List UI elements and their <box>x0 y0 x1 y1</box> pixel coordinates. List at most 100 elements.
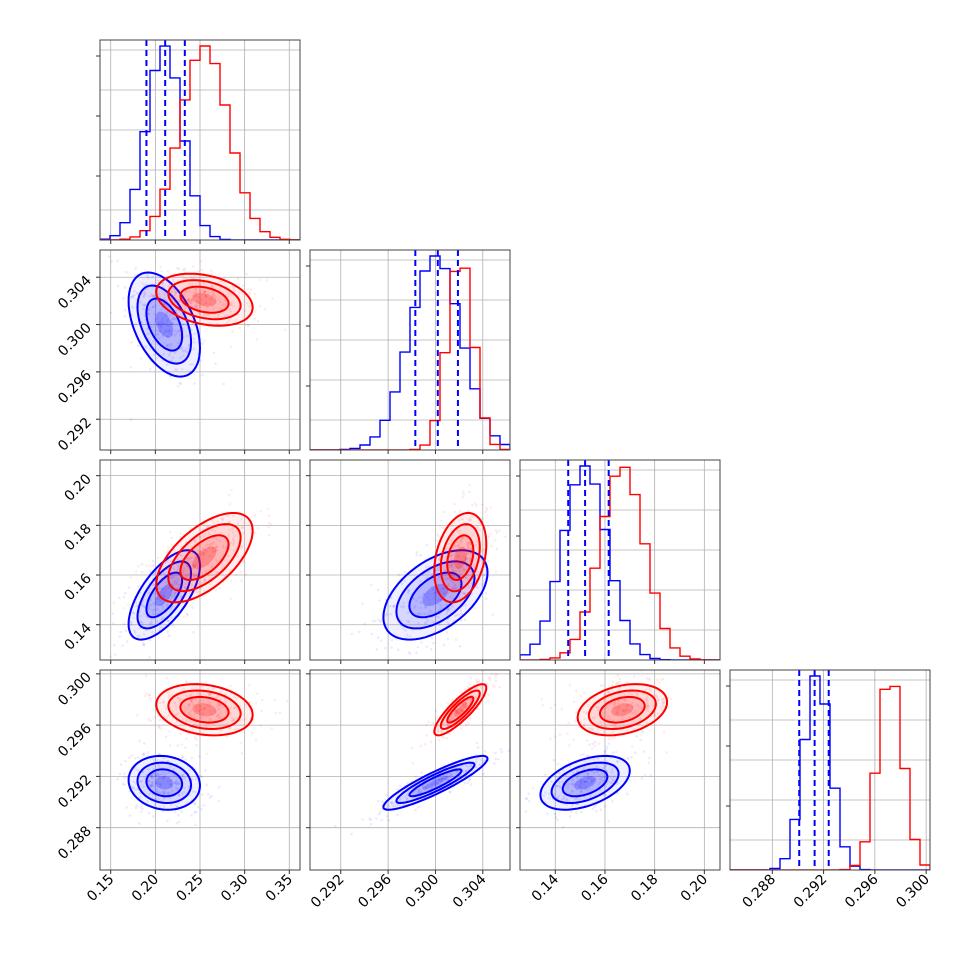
scatter-point <box>232 304 236 308</box>
scatter-point <box>194 590 198 594</box>
scatter-point <box>231 330 234 334</box>
scatter-point <box>389 612 393 616</box>
scatter-point <box>176 566 179 569</box>
scatter-point <box>208 693 211 696</box>
scatter-point <box>165 716 169 720</box>
scatter-point <box>190 756 194 760</box>
scatter-point <box>193 802 196 805</box>
scatter-point <box>145 692 149 696</box>
panel-frame <box>309 459 511 661</box>
scatter-point <box>487 535 490 538</box>
scatter-point <box>427 619 430 622</box>
scatter-point <box>164 314 168 318</box>
scatter-point <box>443 777 447 780</box>
scatter-point <box>194 575 197 579</box>
scatter-point <box>593 740 597 744</box>
scatter-point <box>440 730 443 733</box>
scatter-point <box>183 267 186 271</box>
scatter-point <box>176 385 180 388</box>
scatter-point <box>462 568 465 572</box>
scatter-point <box>185 347 189 350</box>
scatter-point <box>229 706 233 709</box>
scatter-point <box>176 696 179 700</box>
scatter-point <box>164 289 167 292</box>
scatter-point <box>134 601 138 604</box>
scatter-point <box>476 680 480 684</box>
scatter-point <box>155 785 159 788</box>
scatter-point <box>152 715 156 719</box>
scatter-point <box>147 767 150 771</box>
scatter-point <box>464 706 467 709</box>
scatter-point <box>154 781 158 785</box>
scatter-point <box>661 701 665 705</box>
scatter-point <box>169 783 172 786</box>
scatter-point <box>525 797 528 800</box>
scatter-point <box>586 711 589 714</box>
scatter-point <box>168 346 172 349</box>
scatter-point <box>423 622 427 625</box>
scatter-point <box>138 739 141 743</box>
scatter-point <box>490 544 493 548</box>
scatter-point <box>661 698 664 701</box>
scatter-point <box>585 754 589 757</box>
scatter-point <box>590 727 593 730</box>
scatter-point <box>167 771 170 775</box>
scatter-point <box>396 813 399 817</box>
scatter-point <box>158 610 161 613</box>
scatter-point <box>474 760 478 764</box>
scatter-point <box>390 802 394 805</box>
scatter-point <box>194 562 198 566</box>
scatter-point <box>600 776 604 780</box>
scatter-point <box>170 607 173 611</box>
scatter-point <box>212 521 216 525</box>
scatter-point <box>630 701 634 705</box>
scatter-point <box>169 593 172 597</box>
scatter-point <box>207 692 211 696</box>
scatter-point <box>226 320 229 324</box>
scatter-point <box>222 382 225 386</box>
scatter-point <box>195 304 198 307</box>
scatter-point <box>476 585 479 589</box>
scatter-point <box>618 680 621 684</box>
scatter-point <box>565 797 569 801</box>
scatter-point <box>477 570 480 574</box>
scatter-point <box>440 778 444 781</box>
scatter-point <box>451 562 454 566</box>
scatter-point <box>424 576 428 579</box>
scatter-point <box>172 768 176 771</box>
scatter-point <box>561 780 565 784</box>
scatter-point <box>449 775 452 778</box>
scatter-point <box>189 363 192 366</box>
scatter-point <box>632 720 635 723</box>
scatter-point <box>461 702 465 706</box>
scatter-point <box>172 317 175 320</box>
panel-content <box>107 255 287 422</box>
scatter-point <box>486 524 490 528</box>
scatter-point <box>188 556 192 559</box>
scatter-point <box>558 771 561 775</box>
y-tick-label: 0.18 <box>61 521 94 554</box>
scatter-point <box>437 615 440 619</box>
scatter-point <box>246 288 249 291</box>
scatter-point <box>583 759 586 763</box>
scatter-point <box>451 716 455 720</box>
scatter-point <box>144 674 148 677</box>
scatter-point <box>397 573 401 576</box>
scatter-point <box>158 626 162 629</box>
scatter-point <box>166 344 170 348</box>
scatter-point <box>578 785 581 788</box>
scatter-point <box>456 714 460 717</box>
scatter-point <box>524 810 528 813</box>
scatter-point <box>193 790 197 794</box>
scatter-point <box>191 606 194 609</box>
scatter-point <box>176 805 179 809</box>
scatter-point <box>193 294 196 298</box>
scatter-point <box>458 559 462 563</box>
scatter-point <box>626 756 630 760</box>
scatter-point <box>593 805 596 808</box>
scatter-point <box>467 548 471 552</box>
contour-blue <box>127 754 202 811</box>
scatter-point <box>421 785 425 788</box>
scatter-point <box>149 719 153 723</box>
scatter-point <box>417 805 421 809</box>
